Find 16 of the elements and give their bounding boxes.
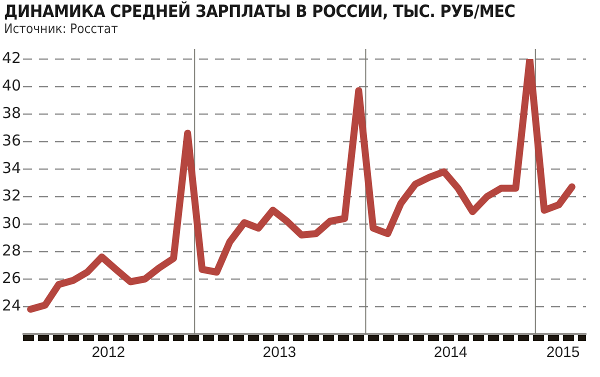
y-tick-label: 30: [2, 214, 22, 232]
y-tick-label: 26: [2, 268, 22, 287]
y-tick-label: 36: [2, 131, 22, 150]
y-tick-label: 28: [2, 241, 22, 260]
x-tick-label: 2012: [92, 344, 126, 362]
x-tick-label: 2015: [546, 344, 580, 362]
y-tick-label: 24: [2, 296, 22, 314]
x-tick-label: 2013: [262, 344, 296, 362]
y-tick-label: 38: [2, 104, 22, 122]
y-tick-label: 34: [2, 158, 22, 177]
y-tick-label: 32: [2, 186, 22, 204]
y-tick-label: 42: [2, 48, 22, 67]
chart-subtitle: Источник: Росстат: [4, 22, 119, 37]
y-tick-label: 40: [2, 76, 22, 94]
x-tick-label: 2014: [434, 344, 468, 362]
chart-title: ДИНАМИКА СРЕДНЕЙ ЗАРПЛАТЫ В РОССИИ, ТЫС. РУБ/МЕС: [4, 2, 516, 22]
